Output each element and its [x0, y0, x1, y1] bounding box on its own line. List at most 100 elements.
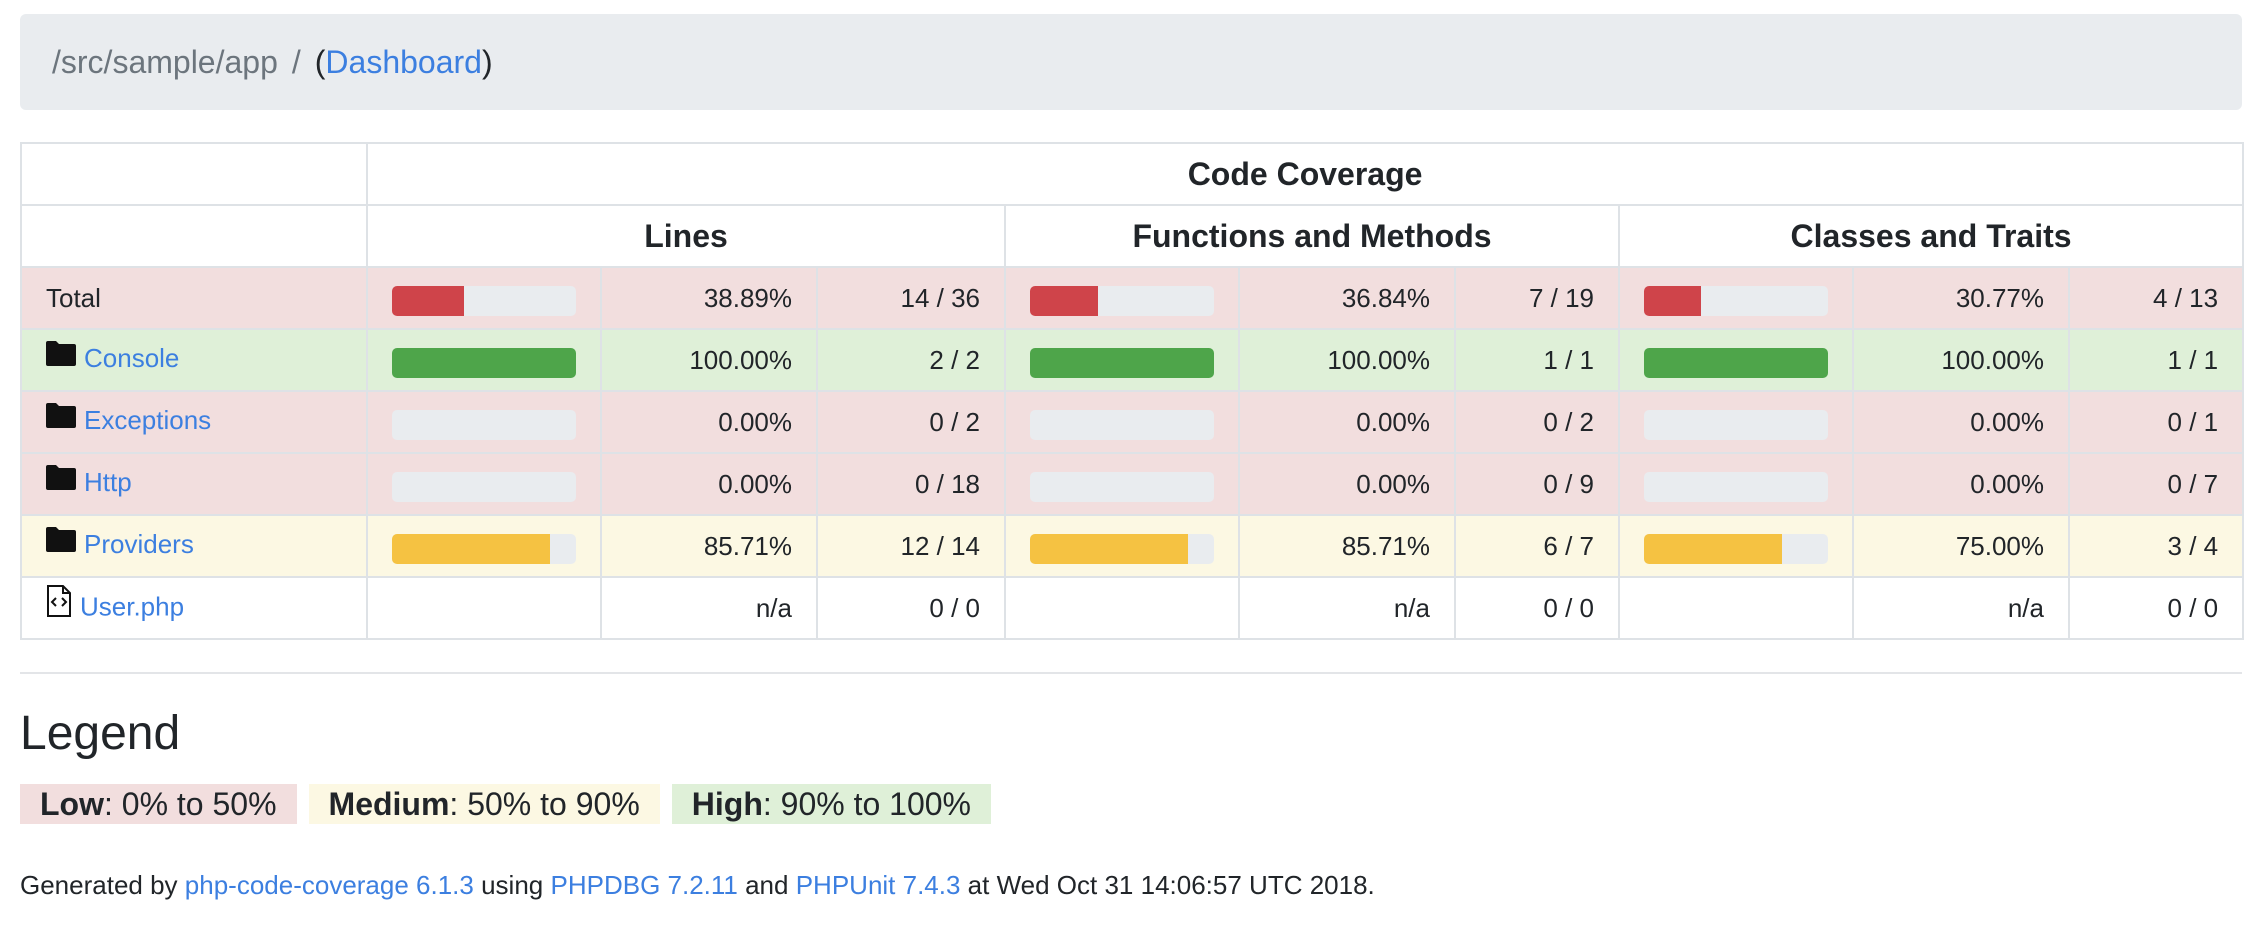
lines-bar-cell: [366, 266, 602, 330]
lines-percent: 38.89%: [600, 266, 818, 330]
header-blank-2: [20, 204, 368, 268]
functions-progress-fill: [1030, 286, 1098, 316]
legend-low: Low: 0% to 50%: [20, 784, 297, 824]
functions-bar-cell: [1004, 328, 1240, 392]
classes-percent: 100.00%: [1852, 328, 2070, 392]
footer-using: using: [473, 870, 551, 900]
functions-bar-cell: [1004, 514, 1240, 578]
table-row: Exceptions 0.00% 0 / 2 0.00% 0 / 2 0.00% 0 / 1: [20, 390, 2245, 454]
functions-count: 7 / 19: [1454, 266, 1620, 330]
code-coverage-header: Code Coverage: [365, 142, 2245, 206]
header-blank: [20, 142, 368, 206]
row-link-http[interactable]: Http: [84, 467, 132, 498]
functions-count: 6 / 7: [1454, 514, 1620, 578]
classes-count: 1 / 1: [2067, 328, 2245, 392]
lines-bar-cell: [366, 514, 602, 578]
lines-bar-cell: [366, 390, 602, 454]
lines-progress-fill: [392, 348, 576, 378]
functions-column-header: Functions and Methods: [1004, 204, 1620, 268]
total-label: Total: [46, 282, 101, 313]
table-row: Http 0.00% 0 / 18 0.00% 0 / 9 0.00% 0 / 7: [20, 452, 2245, 516]
functions-progress-fill: [1030, 534, 1188, 564]
legend-high-label: High: [691, 786, 763, 822]
table-row: User.php n/a 0 / 0 n/a 0 / 0 n/a 0 / 0: [20, 576, 2245, 640]
legend-high-range: : 90% to 100%: [762, 786, 971, 822]
breadcrumb-path: /src/sample/app: [52, 43, 278, 80]
classes-percent: 75.00%: [1852, 514, 2070, 578]
folder-icon: [46, 340, 76, 373]
row-name-cell: Total: [20, 266, 368, 330]
folder-icon: [46, 402, 76, 435]
lines-progress-bar: [392, 472, 576, 502]
classes-progress-fill: [1644, 534, 1782, 564]
phpdbg-link[interactable]: PHPDBG 7.2.11: [550, 870, 738, 900]
classes-progress-fill: [1644, 348, 1828, 378]
classes-percent: 0.00%: [1852, 390, 2070, 454]
lines-count: 0 / 0: [816, 576, 1006, 640]
row-link-exceptions[interactable]: Exceptions: [84, 405, 212, 436]
folder-icon: [46, 464, 76, 497]
functions-count: 0 / 2: [1454, 390, 1620, 454]
classes-count: 3 / 4: [2067, 514, 2245, 578]
code-file-icon: [46, 584, 72, 624]
dashboard-link[interactable]: Dashboard: [325, 43, 482, 80]
classes-bar-cell: [1618, 390, 1854, 454]
footer: Generated by php-code-coverage 6.1.3 usi…: [20, 870, 1375, 901]
lines-percent: 85.71%: [600, 514, 818, 578]
row-name-cell: Http: [20, 452, 368, 516]
lines-count: 12 / 14: [816, 514, 1006, 578]
classes-count: 0 / 0: [2067, 576, 2245, 640]
breadcrumb-open-paren: (: [314, 43, 326, 80]
classes-progress-bar: [1644, 348, 1828, 378]
table-row: Total 38.89% 14 / 36 36.84% 7 / 19 30.77% 4 / …: [20, 266, 2245, 330]
legend-medium-range: : 50% to 90%: [449, 786, 640, 822]
lines-progress-bar: [392, 410, 576, 440]
classes-progress-fill: [1644, 286, 1701, 316]
classes-count: 0 / 7: [2067, 452, 2245, 516]
folder-icon: [46, 526, 76, 559]
lines-percent: 0.00%: [600, 452, 818, 516]
lines-count: 0 / 18: [816, 452, 1006, 516]
classes-percent: 0.00%: [1852, 452, 2070, 516]
lines-percent: 0.00%: [600, 390, 818, 454]
lines-progress-bar: [392, 534, 576, 564]
lines-count: 14 / 36: [816, 266, 1006, 330]
row-link-providers[interactable]: Providers: [84, 529, 194, 560]
footer-generated-by: Generated by: [20, 870, 185, 900]
row-name-cell: Providers: [20, 514, 368, 578]
legend-medium: Medium: 50% to 90%: [308, 784, 660, 824]
php-code-coverage-link[interactable]: php-code-coverage 6.1.3: [184, 870, 474, 900]
functions-progress-bar: [1030, 286, 1214, 316]
functions-progress-bar: [1030, 472, 1214, 502]
functions-percent: 85.71%: [1238, 514, 1456, 578]
classes-bar-cell: [1618, 514, 1854, 578]
lines-bar-cell: [366, 452, 602, 516]
classes-progress-bar: [1644, 472, 1828, 502]
lines-bar-cell: [366, 328, 602, 392]
functions-bar-cell: [1004, 390, 1240, 454]
footer-timestamp: at Wed Oct 31 14:06:57 UTC 2018.: [960, 870, 1375, 900]
row-name-cell: Console: [20, 328, 368, 392]
row-name-cell: User.php: [20, 576, 368, 640]
classes-count: 4 / 13: [2067, 266, 2245, 330]
classes-percent: n/a: [1852, 576, 2070, 640]
legend-low-range: : 0% to 50%: [103, 786, 277, 822]
breadcrumb: /src/sample/app / (Dashboard): [20, 14, 2242, 110]
row-link-console[interactable]: Console: [84, 343, 180, 374]
functions-count: 0 / 9: [1454, 452, 1620, 516]
lines-progress-fill: [392, 534, 550, 564]
classes-progress-bar: [1644, 534, 1828, 564]
functions-progress-bar: [1030, 348, 1214, 378]
breadcrumb-close-paren: ): [481, 43, 493, 80]
legend-high: High: 90% to 100%: [671, 784, 991, 824]
lines-bar-cell: [366, 576, 602, 640]
row-link-user-php[interactable]: User.php: [80, 590, 185, 621]
classes-progress-bar: [1644, 410, 1828, 440]
lines-count: 2 / 2: [816, 328, 1006, 392]
functions-count: 1 / 1: [1454, 328, 1620, 392]
table-row: Providers 85.71% 12 / 14 85.71% 6 / 7 75.00% 3…: [20, 514, 2245, 578]
phpunit-link[interactable]: PHPUnit 7.4.3: [795, 870, 961, 900]
lines-progress-bar: [392, 286, 576, 316]
functions-percent: 0.00%: [1238, 390, 1456, 454]
